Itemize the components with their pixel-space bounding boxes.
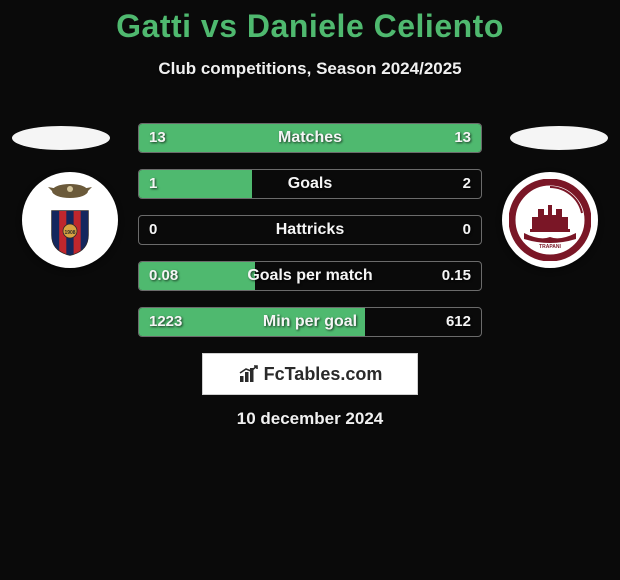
player-2-name: Daniele Celiento xyxy=(247,8,504,44)
stat-value-right: 2 xyxy=(453,170,481,198)
stat-value-right: 612 xyxy=(436,308,481,336)
page-title: Gatti vs Daniele Celiento xyxy=(116,8,504,45)
page-title-row: Gatti vs Daniele Celiento xyxy=(0,0,620,45)
svg-text:TRAPANI: TRAPANI xyxy=(539,244,561,250)
stat-value-right: 0.15 xyxy=(432,262,481,290)
club-badge-left: 1908 xyxy=(22,172,118,268)
stat-label: Hattricks xyxy=(139,216,481,244)
stat-value-right: 13 xyxy=(444,124,481,152)
stat-row: 13Matches13 xyxy=(138,123,482,153)
stat-row: 1223Min per goal612 xyxy=(138,307,482,337)
stat-label: Matches xyxy=(139,124,481,152)
player-1-photo-placeholder xyxy=(12,126,110,150)
stat-label: Min per goal xyxy=(139,308,481,336)
trapani-crest-icon: TRAPANI xyxy=(509,179,591,261)
stat-row: 0Hattricks0 xyxy=(138,215,482,245)
stat-row: 1Goals2 xyxy=(138,169,482,199)
stats-table: 13Matches13 1Goals2 0Hattricks0 0.08Goals p… xyxy=(138,123,482,353)
stat-label: Goals xyxy=(139,170,481,198)
casertana-crest-icon: 1908 xyxy=(33,181,107,259)
brand-text: FcTables.com xyxy=(264,364,383,385)
stat-value-right: 0 xyxy=(453,216,481,244)
club-badge-right: TRAPANI xyxy=(502,172,598,268)
svg-text:1908: 1908 xyxy=(64,230,75,236)
bar-chart-icon xyxy=(238,363,260,385)
date-text: 10 december 2024 xyxy=(0,409,620,429)
player-2-photo-placeholder xyxy=(510,126,608,150)
vs-text: vs xyxy=(201,8,238,44)
player-1-name: Gatti xyxy=(116,8,191,44)
stat-row: 0.08Goals per match0.15 xyxy=(138,261,482,291)
stat-label: Goals per match xyxy=(139,262,481,290)
subtitle: Club competitions, Season 2024/2025 xyxy=(0,59,620,79)
brand-box: FcTables.com xyxy=(202,353,418,395)
